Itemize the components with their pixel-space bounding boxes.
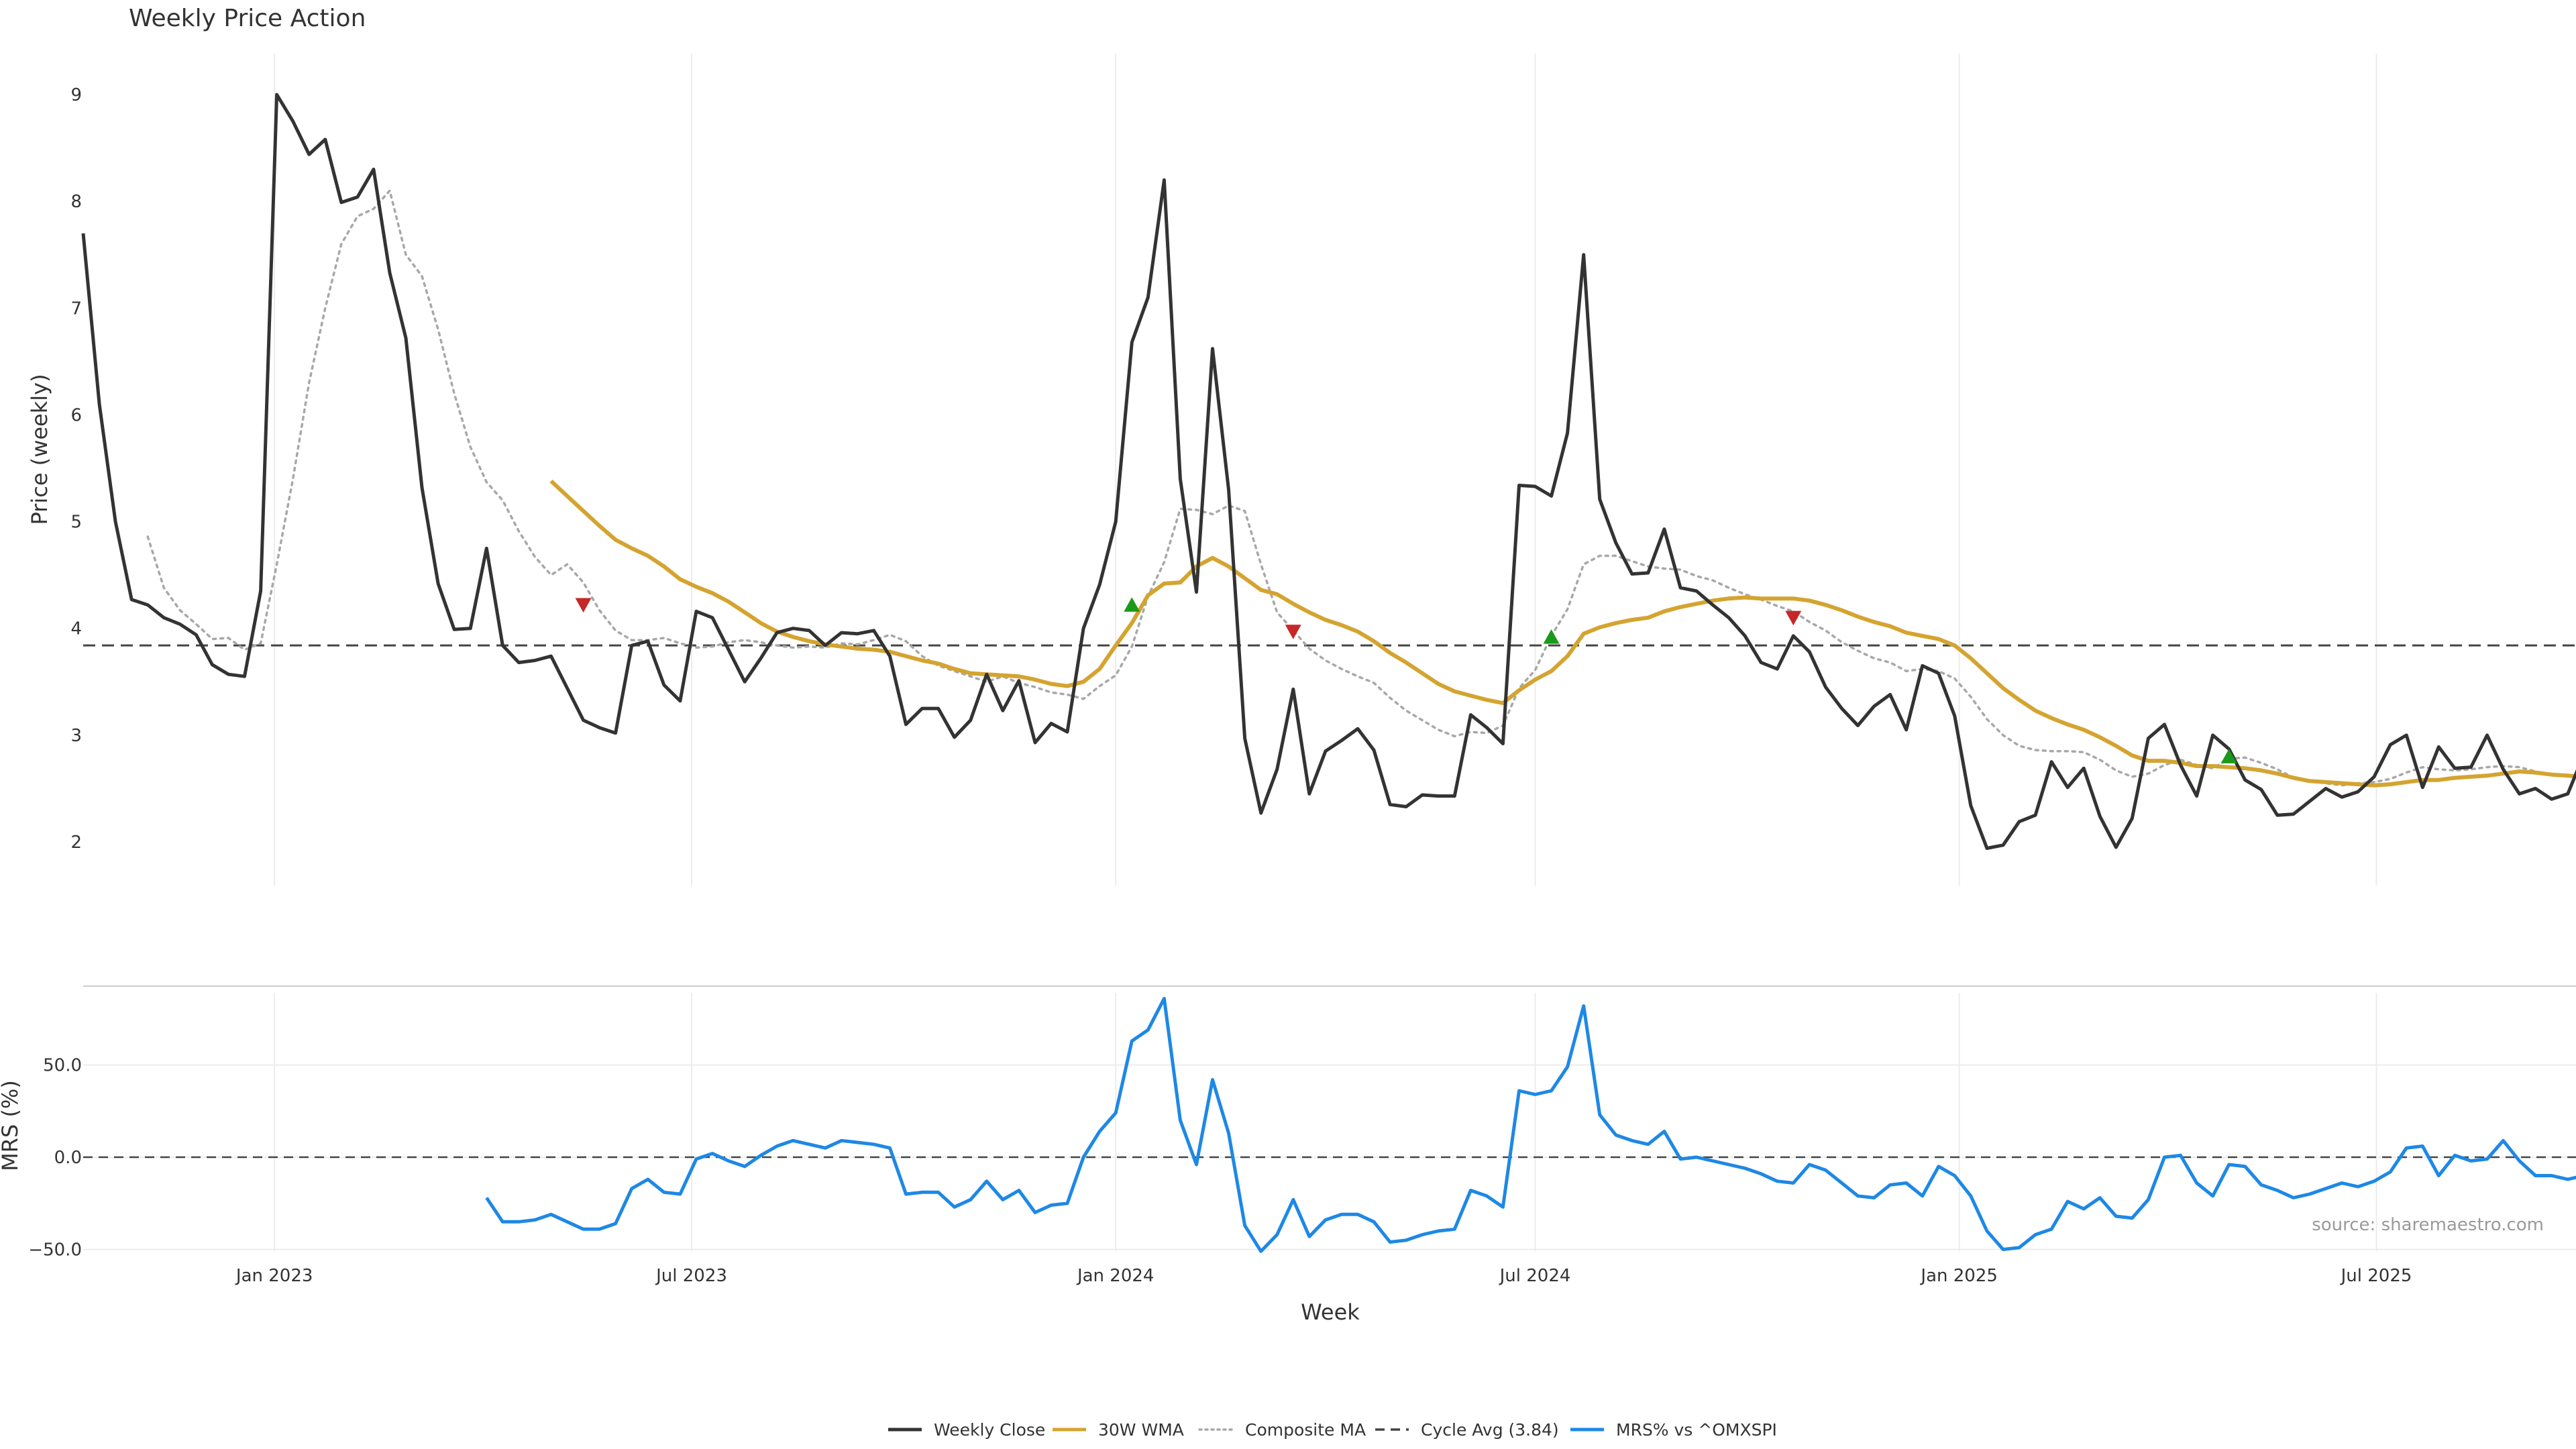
price-y-tick-label: 3 [70, 726, 82, 746]
x-tick-label: Jan 2024 [1076, 1266, 1155, 1286]
buy-signal-marker [1124, 597, 1140, 612]
legend-label: Weekly Close [934, 1420, 1045, 1440]
sell-signal-marker [1285, 625, 1301, 639]
sell-signal-marker [575, 598, 592, 613]
mrs-panel-grid [83, 993, 2576, 1251]
chart-title: Weekly Price Action [129, 5, 366, 32]
mrs-y-tick-label: 0.0 [54, 1148, 82, 1168]
mrs-y-tick-label: 50.0 [43, 1056, 82, 1076]
legend-label: Cycle Avg (3.84) [1421, 1420, 1559, 1440]
buy-signal-marker [2220, 749, 2237, 763]
x-tick-label: Jan 2023 [235, 1266, 313, 1286]
price-y-tick-label: 9 [70, 85, 82, 105]
price-y-tick-label: 7 [70, 299, 82, 319]
x-tick-label: Jul 2023 [655, 1266, 727, 1286]
price-y-tick-label: 5 [70, 513, 82, 533]
legend-label: MRS% vs ^OMXSPI [1616, 1420, 1777, 1440]
x-axis-ticks: Jan 2023 Jul 2023 Jan 2024 Jul 2024 Jan 2025… [235, 1266, 2412, 1286]
x-tick-label: Jul 2024 [1499, 1266, 1571, 1286]
weekly-close-series [81, 93, 2576, 850]
price-y-tick-label: 8 [70, 192, 82, 212]
price-y-ticks: 2 3 4 5 6 7 8 9 [70, 85, 82, 853]
mrs-y-axis-title: MRS (%) [0, 1080, 23, 1171]
price-panel-grid [274, 54, 2377, 885]
price-y-tick-label: 4 [70, 619, 82, 639]
chart-legend: Weekly Close 30W WMA Composite MA Cycle Avg… [888, 1420, 1777, 1440]
buy-signal-marker [1543, 629, 1560, 644]
legend-label: 30W WMA [1098, 1420, 1184, 1440]
price-y-tick-label: 2 [70, 833, 82, 853]
composite-ma-series [146, 189, 2576, 787]
signal-markers [575, 597, 2237, 763]
x-tick-label: Jan 2025 [1919, 1266, 1998, 1286]
mrs-y-ticks: −50.0 0.0 50.0 [28, 1056, 82, 1260]
price-y-axis-title: Price (weekly) [27, 374, 52, 525]
wma-30w-series [549, 479, 2576, 788]
price-y-tick-label: 6 [70, 405, 82, 425]
x-axis-title: Week [1301, 1299, 1360, 1325]
legend-label: Composite MA [1245, 1420, 1366, 1440]
mrs-y-tick-label: −50.0 [28, 1240, 82, 1260]
source-watermark: source: sharemaestro.com [2312, 1215, 2544, 1235]
x-tick-label: Jul 2025 [2340, 1266, 2412, 1286]
mrs-series [485, 997, 2576, 1253]
sell-signal-marker [1785, 610, 1802, 626]
